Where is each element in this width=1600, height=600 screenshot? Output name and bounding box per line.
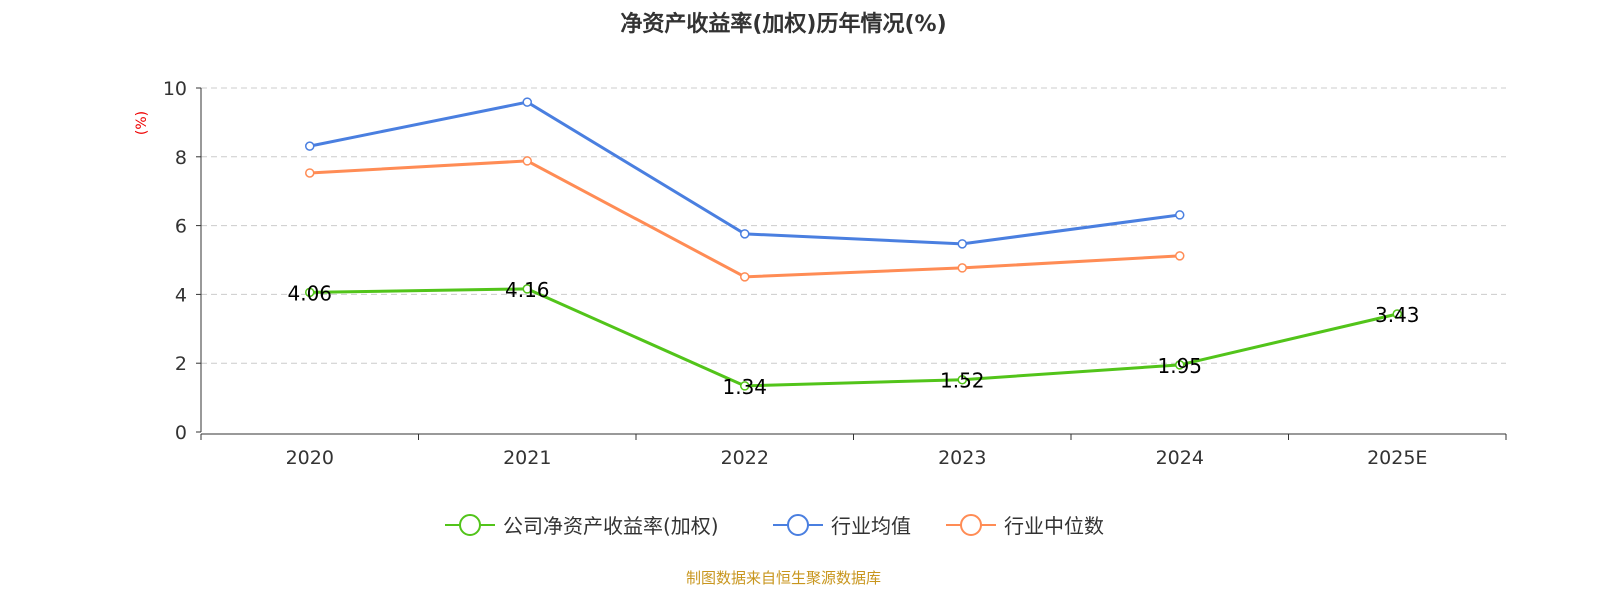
data-label: 1.52 [940,369,985,393]
y-tick-label: 2 [175,353,187,375]
data-point [522,284,532,294]
data-point [740,229,750,239]
series-line [309,159,1180,279]
data-point [1175,251,1185,261]
data-point [522,97,532,107]
chart-title: 净资产收益率(加权)历年情况(%) [620,12,947,37]
legend-label: 公司净资产收益率(加权) [503,514,719,538]
data-point [740,272,750,282]
data-label: 1.95 [1157,354,1202,378]
data-point [1175,210,1185,220]
y-tick-label: 0 [175,422,187,444]
data-label: 1.34 [722,375,767,399]
data-point [957,239,967,249]
data-label: 3.43 [1375,303,1420,327]
legend-marker [787,514,809,536]
data-point [522,156,532,166]
x-tick-label: 2025E [1367,447,1427,469]
data-point [1392,309,1402,319]
series-line [309,100,1180,246]
x-tick-label: 2023 [938,447,986,469]
data-point [957,374,967,385]
x-tick-label: 2021 [503,447,551,469]
data-point [957,263,967,273]
x-tick-label: 2022 [721,447,769,469]
legend-marker [960,514,982,536]
data-label: 4.16 [505,278,550,302]
y-tick-label: 6 [175,216,187,238]
data-point [1175,360,1185,370]
x-tick-label: 2020 [286,447,334,469]
series-line [309,287,1398,388]
y-tick-label: 4 [175,284,187,306]
legend-label: 行业均值 [831,514,911,538]
y-axis-label: (%) [134,111,150,135]
data-point [305,287,315,298]
y-tick-label: 8 [175,147,187,169]
data-point [740,381,750,391]
data-point [305,141,315,151]
legend-marker [459,514,481,536]
legend-label: 行业中位数 [1004,514,1104,538]
y-tick-label: 10 [163,78,187,100]
data-label: 4.06 [287,281,332,305]
source-note: 制图数据来自恒生聚源数据库 [685,569,881,587]
x-tick-label: 2024 [1156,447,1204,469]
data-point [305,168,315,178]
